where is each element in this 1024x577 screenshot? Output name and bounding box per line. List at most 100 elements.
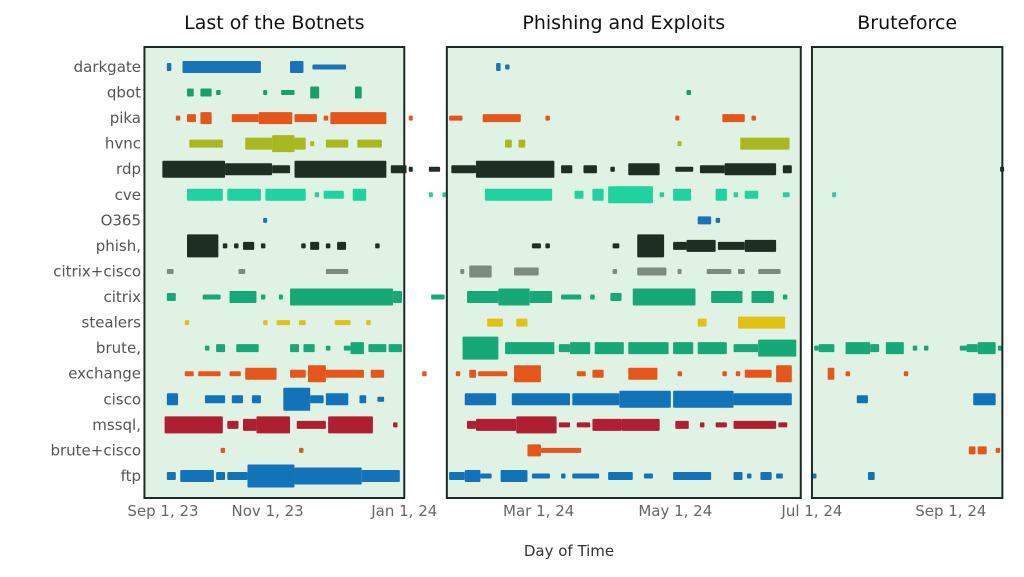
activity-segment xyxy=(265,188,306,201)
activity-segment xyxy=(782,165,792,174)
activity-segment xyxy=(478,371,508,377)
activity-segment xyxy=(296,420,326,429)
activity-segment xyxy=(697,318,707,327)
activity-segment xyxy=(545,115,550,121)
activity-segment xyxy=(260,294,266,300)
activity-segment xyxy=(377,396,385,402)
activity-segment xyxy=(184,371,194,377)
series-row xyxy=(162,160,1005,178)
activity-segment xyxy=(182,61,261,73)
activity-segment xyxy=(464,469,481,482)
x-tick-label: Jan 1, 24 xyxy=(370,502,437,520)
activity-segment xyxy=(529,291,553,304)
activity-segment xyxy=(637,267,667,276)
activity-segment xyxy=(576,371,586,377)
y-label: phish, xyxy=(96,237,141,255)
activity-segment xyxy=(673,188,691,201)
activity-segment xyxy=(778,422,788,428)
activity-segment xyxy=(673,471,712,480)
activity-segment xyxy=(310,241,320,250)
activity-segment xyxy=(431,294,445,300)
y-label: qbot xyxy=(107,84,141,102)
y-label: mssql, xyxy=(92,416,141,434)
activity-segment xyxy=(997,345,1003,351)
activity-segment xyxy=(245,367,277,380)
activity-segment xyxy=(475,418,517,431)
activity-segment xyxy=(166,293,176,302)
x-axis-title: Day of Time xyxy=(524,542,614,560)
activity-segment xyxy=(845,371,851,377)
activity-segment xyxy=(243,418,257,431)
activity-segment xyxy=(272,135,295,153)
activity-segment xyxy=(294,467,362,485)
activity-segment xyxy=(608,471,633,480)
activity-segment xyxy=(558,344,571,353)
activity-segment xyxy=(751,115,756,121)
activity-segment xyxy=(343,345,351,351)
activity-segment xyxy=(184,320,190,326)
activity-segment xyxy=(733,344,759,353)
activity-segment xyxy=(977,342,996,355)
activity-segment xyxy=(175,115,181,121)
activity-segment xyxy=(325,345,331,351)
activity-segment xyxy=(222,243,228,249)
series-row xyxy=(166,61,510,73)
activity-segment xyxy=(366,320,371,326)
activity-segment xyxy=(531,473,550,479)
activity-segment xyxy=(187,114,196,123)
activity-segment xyxy=(243,241,255,250)
activity-segment xyxy=(612,268,618,274)
activity-segment xyxy=(545,243,550,249)
activity-segment xyxy=(706,268,732,274)
activity-segment xyxy=(312,64,347,70)
activity-segment xyxy=(251,395,261,404)
activity-segment xyxy=(187,88,194,97)
series-row xyxy=(166,288,788,306)
activity-segment xyxy=(276,320,291,326)
activity-segment xyxy=(294,114,317,123)
activity-segment xyxy=(290,369,306,378)
activity-segment xyxy=(422,371,427,377)
activity-segment xyxy=(782,294,788,300)
activity-segment xyxy=(200,112,212,125)
activity-segment xyxy=(592,369,604,378)
y-label: exchange xyxy=(68,365,141,383)
activity-segment xyxy=(496,63,501,71)
activity-segment xyxy=(204,395,226,404)
activity-segment xyxy=(558,422,571,428)
activity-segment xyxy=(516,416,557,434)
activity-segment xyxy=(442,192,447,198)
activity-segment xyxy=(561,294,582,300)
series-row xyxy=(187,186,837,204)
panel-border xyxy=(810,46,1004,499)
activity-segment xyxy=(500,469,528,482)
activity-segment xyxy=(166,471,176,480)
activity-segment xyxy=(328,416,373,434)
activity-segment xyxy=(498,288,530,306)
activity-segment xyxy=(699,422,705,428)
activity-segment xyxy=(361,469,400,482)
activity-segment xyxy=(572,473,600,479)
activity-segment xyxy=(449,115,463,121)
x-tick-label: Nov 1, 23 xyxy=(232,502,304,520)
activity-segment xyxy=(612,243,620,249)
activity-segment xyxy=(673,390,734,408)
activity-segment xyxy=(715,217,721,223)
series-row xyxy=(184,365,909,383)
activity-segment xyxy=(281,90,295,96)
activity-segment xyxy=(827,367,835,380)
activity-segment xyxy=(760,471,772,480)
activity-segment xyxy=(733,420,777,429)
activity-segment xyxy=(325,268,349,274)
activity-segment xyxy=(310,395,324,404)
activity-segment xyxy=(903,371,909,377)
activity-segment xyxy=(202,294,221,300)
panel-background xyxy=(811,47,1003,498)
activity-segment xyxy=(561,165,573,174)
activity-segment xyxy=(856,395,868,404)
activity-segment xyxy=(776,365,792,383)
activity-segment xyxy=(735,371,741,377)
activity-segment xyxy=(744,190,759,199)
activity-segment xyxy=(540,447,582,453)
activity-segment xyxy=(518,139,526,148)
